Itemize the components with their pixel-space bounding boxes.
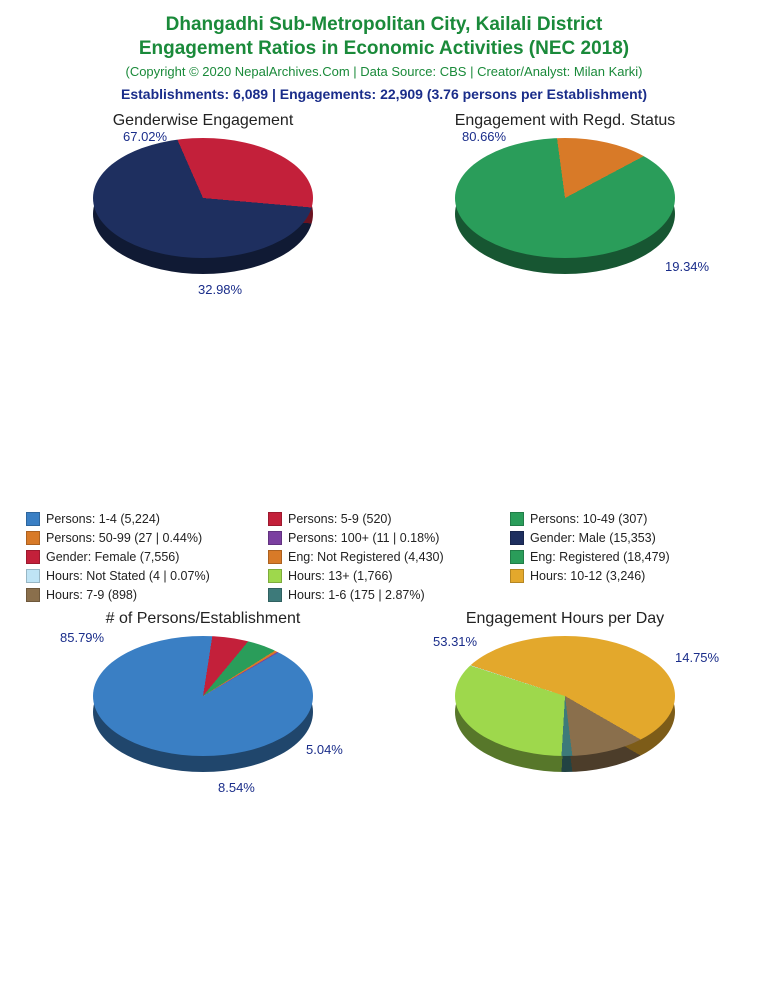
subtitle: (Copyright © 2020 NepalArchives.Com | Da… — [10, 64, 758, 79]
legend-item: Eng: Registered (18,479) — [510, 550, 742, 564]
legend-item: Persons: 50-99 (27 | 0.44%) — [26, 531, 258, 545]
pie-label: 80.66% — [462, 129, 506, 144]
title-line-1: Dhangadhi Sub-Metropolitan City, Kailali… — [10, 14, 758, 36]
legend-text: Gender: Female (7,556) — [46, 550, 179, 564]
legend: Persons: 1-4 (5,224) Persons: 5-9 (520) Pe… — [0, 508, 768, 606]
legend-item: Hours: 13+ (1,766) — [268, 569, 500, 583]
chart-hours: Engagement Hours per Day 53.31%14.75% — [384, 606, 746, 806]
legend-text: Hours: 10-12 (3,246) — [530, 569, 645, 583]
legend-item: Gender: Female (7,556) — [26, 550, 258, 564]
charts-grid-2: # of Persons/Establishment 85.79%8.54%5.… — [0, 606, 768, 1006]
legend-text: Persons: 5-9 (520) — [288, 512, 392, 526]
legend-text: Gender: Male (15,353) — [530, 531, 656, 545]
legend-text: Persons: 10-49 (307) — [530, 512, 647, 526]
legend-swatch — [26, 588, 40, 602]
title-line-2: Engagement Ratios in Economic Activities… — [10, 38, 758, 60]
legend-item: Persons: 100+ (11 | 0.18%) — [268, 531, 500, 545]
header: Dhangadhi Sub-Metropolitan City, Kailali… — [0, 0, 768, 108]
pie-hours: 53.31%14.75% — [450, 632, 680, 782]
pie-top — [455, 636, 675, 756]
legend-swatch — [26, 550, 40, 564]
pie-label: 53.31% — [433, 634, 477, 649]
legend-text: Persons: 100+ (11 | 0.18%) — [288, 531, 439, 545]
legend-swatch — [510, 531, 524, 545]
pie-label: 32.98% — [198, 282, 242, 297]
legend-swatch — [26, 531, 40, 545]
legend-text: Persons: 50-99 (27 | 0.44%) — [46, 531, 202, 545]
legend-swatch — [510, 569, 524, 583]
legend-swatch — [510, 512, 524, 526]
pie-label: 8.54% — [218, 780, 255, 795]
legend-item: Hours: 1-6 (175 | 2.87%) — [268, 588, 500, 602]
pie-top — [93, 138, 313, 258]
legend-text: Hours: Not Stated (4 | 0.07%) — [46, 569, 210, 583]
pie-gender: 67.02%32.98% — [88, 134, 318, 284]
legend-swatch — [268, 531, 282, 545]
legend-item: Hours: 10-12 (3,246) — [510, 569, 742, 583]
legend-item: Hours: Not Stated (4 | 0.07%) — [26, 569, 258, 583]
legend-text: Eng: Not Registered (4,430) — [288, 550, 444, 564]
pie-label: 85.79% — [60, 630, 104, 645]
legend-item: Persons: 1-4 (5,224) — [26, 512, 258, 526]
chart-regd: Engagement with Regd. Status 80.66%19.34… — [384, 108, 746, 308]
legend-swatch — [26, 512, 40, 526]
chart-gender: Genderwise Engagement 67.02%32.98% — [22, 108, 384, 308]
legend-text: Persons: 1-4 (5,224) — [46, 512, 160, 526]
legend-swatch — [510, 550, 524, 564]
pie-persons: 85.79%8.54%5.04% — [88, 632, 318, 782]
pie-label: 67.02% — [123, 129, 167, 144]
legend-text: Hours: 1-6 (175 | 2.87%) — [288, 588, 425, 602]
legend-swatch — [268, 550, 282, 564]
legend-swatch — [268, 512, 282, 526]
stats-line: Establishments: 6,089 | Engagements: 22,… — [10, 86, 758, 102]
pie-top — [93, 636, 313, 756]
legend-item: Hours: 7-9 (898) — [26, 588, 258, 602]
legend-text: Hours: 7-9 (898) — [46, 588, 137, 602]
legend-swatch — [26, 569, 40, 583]
chart-title-regd: Engagement with Regd. Status — [384, 112, 746, 130]
pie-regd: 80.66%19.34% — [450, 134, 680, 284]
pie-label: 5.04% — [306, 742, 343, 757]
legend-item: Gender: Male (15,353) — [510, 531, 742, 545]
legend-item: Persons: 10-49 (307) — [510, 512, 742, 526]
chart-title-hours: Engagement Hours per Day — [384, 610, 746, 628]
chart-persons: # of Persons/Establishment 85.79%8.54%5.… — [22, 606, 384, 806]
legend-swatch — [268, 569, 282, 583]
legend-text: Eng: Registered (18,479) — [530, 550, 670, 564]
legend-text: Hours: 13+ (1,766) — [288, 569, 393, 583]
pie-top — [455, 138, 675, 258]
charts-grid: Genderwise Engagement 67.02%32.98% Engag… — [0, 108, 768, 508]
legend-item: Eng: Not Registered (4,430) — [268, 550, 500, 564]
legend-swatch — [268, 588, 282, 602]
pie-label: 19.34% — [665, 259, 709, 274]
chart-title-gender: Genderwise Engagement — [22, 112, 384, 130]
chart-title-persons: # of Persons/Establishment — [22, 610, 384, 628]
legend-item: Persons: 5-9 (520) — [268, 512, 500, 526]
pie-label: 14.75% — [675, 650, 719, 665]
